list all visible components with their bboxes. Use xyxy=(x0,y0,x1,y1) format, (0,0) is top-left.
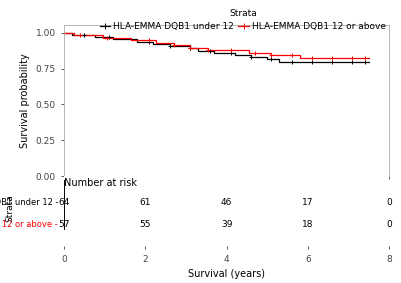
Text: 55: 55 xyxy=(140,220,151,229)
Point xyxy=(361,59,368,64)
Text: 61: 61 xyxy=(140,198,151,207)
Point xyxy=(329,59,335,64)
Text: Number at risk: Number at risk xyxy=(64,178,137,188)
Point xyxy=(77,33,83,37)
Point xyxy=(146,39,153,44)
Point xyxy=(227,51,234,55)
Point xyxy=(187,46,193,51)
Text: Strata: Strata xyxy=(6,194,14,222)
Point xyxy=(288,59,295,64)
Text: 0: 0 xyxy=(386,220,392,229)
Text: 39: 39 xyxy=(221,220,232,229)
Point xyxy=(361,55,368,60)
Point xyxy=(288,53,295,58)
Point xyxy=(268,57,274,62)
Point xyxy=(205,48,211,53)
Point xyxy=(309,59,315,64)
Point xyxy=(248,55,254,60)
Point xyxy=(146,38,153,42)
Point xyxy=(349,59,356,64)
Point xyxy=(309,55,315,60)
Legend: HLA-EMMA DQB1 under 12, HLA-EMMA DQB1 12 or above: HLA-EMMA DQB1 under 12, HLA-EMMA DQB1 12… xyxy=(99,9,386,31)
Point xyxy=(349,55,356,60)
Text: 64: 64 xyxy=(59,198,70,207)
Text: 57: 57 xyxy=(59,220,70,229)
Point xyxy=(103,35,110,40)
X-axis label: Survival (years): Survival (years) xyxy=(188,269,265,279)
Point xyxy=(252,50,258,55)
Text: 17: 17 xyxy=(302,198,314,207)
Point xyxy=(105,35,112,39)
Point xyxy=(166,44,173,48)
Point xyxy=(187,46,193,50)
Text: 18: 18 xyxy=(302,220,314,229)
Point xyxy=(268,53,274,58)
Text: HLA-EMMA DQB1 12 or above -: HLA-EMMA DQB1 12 or above - xyxy=(0,220,58,229)
Point xyxy=(81,33,88,37)
Text: HLA-EMMA DQB1 under 12 -: HLA-EMMA DQB1 under 12 - xyxy=(0,198,58,207)
Point xyxy=(170,43,177,48)
Point xyxy=(207,48,213,53)
Point xyxy=(329,55,335,60)
Point xyxy=(227,48,234,53)
Text: 0: 0 xyxy=(386,198,392,207)
Y-axis label: Survival probability: Survival probability xyxy=(20,53,30,148)
Text: 46: 46 xyxy=(221,198,232,207)
